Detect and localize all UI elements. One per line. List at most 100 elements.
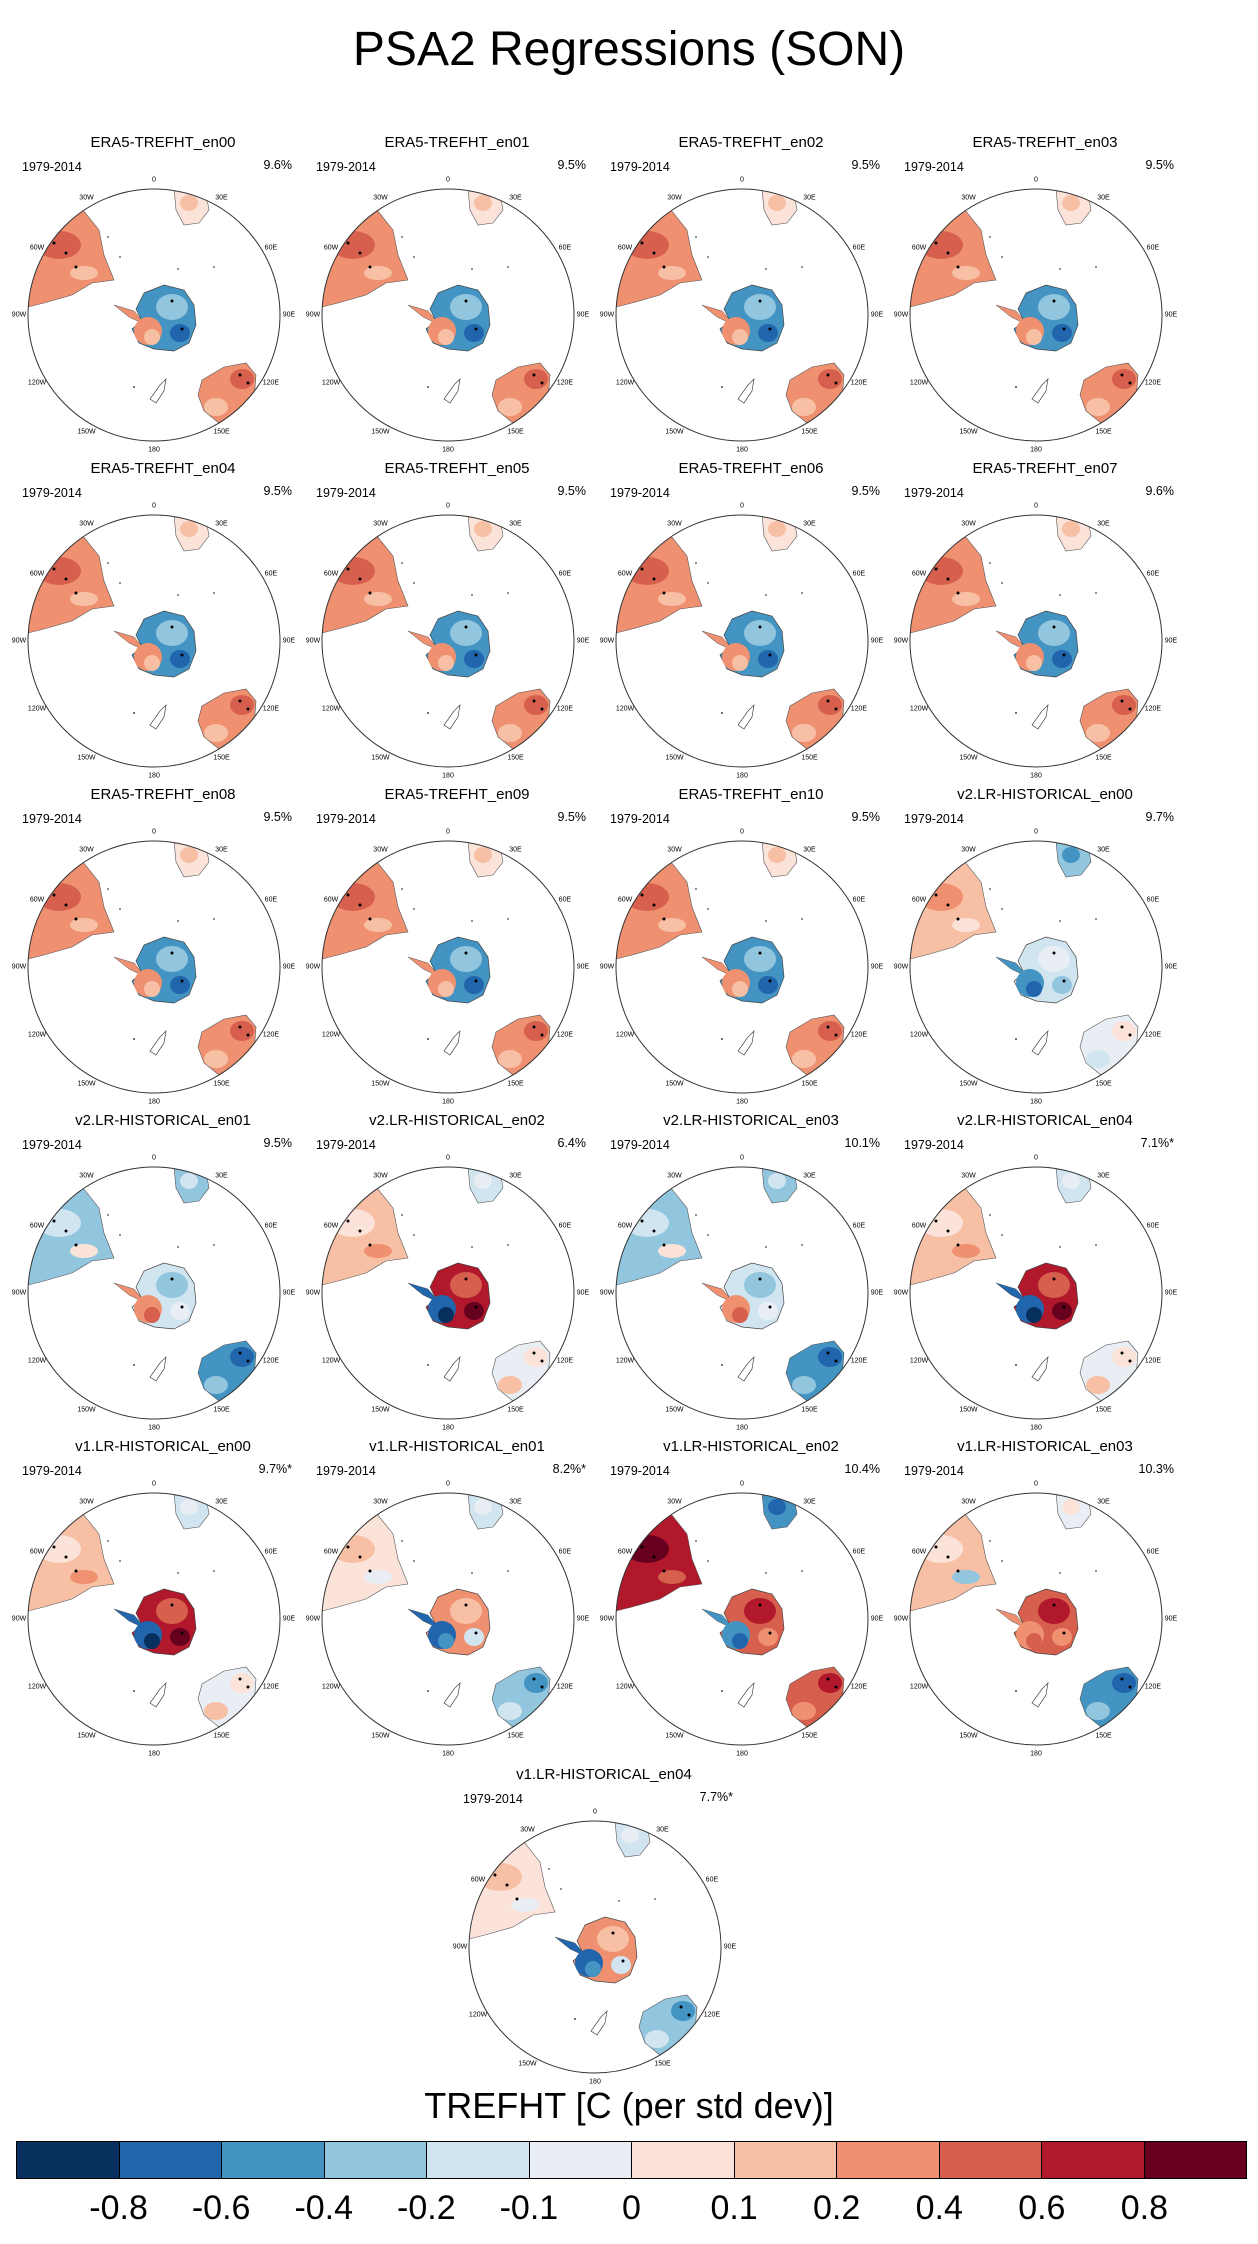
anomaly-patch bbox=[204, 1376, 228, 1394]
map-boundary bbox=[321, 1166, 575, 1420]
anomaly-patch bbox=[230, 1347, 254, 1367]
longitude-label: 90W bbox=[893, 963, 909, 971]
longitude-label: 150W bbox=[665, 754, 684, 762]
longitude-label: 120E bbox=[262, 1357, 280, 1364]
colorbar-box bbox=[837, 2142, 940, 2178]
map-panel: ERA5-TREFHT_en00 1979-2014 9.6% 0 30E 60E 90E 1… bbox=[12, 134, 310, 454]
longitude-label: 60W bbox=[323, 1222, 339, 1229]
island-marker bbox=[1095, 918, 1097, 920]
colorbar-tick-label: 0 bbox=[622, 2189, 641, 2227]
island-marker bbox=[1015, 1690, 1017, 1692]
anomaly-patch bbox=[156, 294, 188, 320]
longitude-label: 30E bbox=[509, 846, 522, 854]
longitude-label: 90W bbox=[893, 311, 909, 319]
anomaly-patch bbox=[1026, 329, 1042, 345]
colorbar-box bbox=[119, 2142, 222, 2178]
island-marker bbox=[107, 562, 109, 564]
anomaly-patch bbox=[438, 1307, 454, 1323]
anomaly-patch bbox=[1086, 398, 1110, 416]
longitude-label: 150E bbox=[507, 1732, 524, 1740]
anomaly-patch bbox=[645, 2030, 669, 2048]
anomaly-patch bbox=[1086, 1702, 1110, 1720]
longitude-label: 90W bbox=[305, 637, 321, 645]
longitude-label: 120E bbox=[262, 705, 280, 712]
longitude-label: 30E bbox=[1097, 194, 1110, 202]
anomaly-patch bbox=[498, 1702, 522, 1720]
island-marker bbox=[401, 888, 403, 890]
significance-dot bbox=[170, 1277, 174, 1281]
longitude-label: 0 bbox=[1034, 1480, 1038, 1488]
longitude-label: 60W bbox=[323, 1548, 339, 1555]
anomaly-patch bbox=[474, 847, 492, 863]
anomaly-patch bbox=[204, 724, 228, 742]
anomaly-patch bbox=[1062, 521, 1080, 537]
anomaly-patch bbox=[464, 1628, 484, 1646]
island-marker bbox=[413, 908, 415, 910]
anomaly-patch bbox=[70, 918, 98, 932]
significance-dot bbox=[474, 1305, 478, 1309]
island-marker bbox=[801, 266, 803, 268]
longitude-label: 120W bbox=[321, 379, 341, 386]
anomaly-patch bbox=[70, 1244, 98, 1258]
island-marker bbox=[177, 268, 179, 270]
polar-map bbox=[27, 840, 281, 1094]
significance-dot bbox=[621, 1959, 625, 1963]
significance-dot bbox=[1120, 373, 1124, 377]
longitude-label: 0 bbox=[446, 1480, 450, 1488]
longitude-label: 60W bbox=[911, 570, 927, 577]
colorbar-tick-label: -0.2 bbox=[397, 2189, 456, 2227]
longitude-label: 60E bbox=[264, 1548, 278, 1555]
longitude-label: 60W bbox=[323, 570, 339, 577]
island-marker bbox=[471, 1246, 473, 1248]
anomaly-patch bbox=[818, 1021, 842, 1041]
polar-map bbox=[615, 188, 869, 442]
longitude-label: 150E bbox=[801, 754, 818, 762]
longitude-label: 150E bbox=[213, 1406, 230, 1414]
map-boundary bbox=[615, 1492, 869, 1746]
anomaly-patch bbox=[1052, 976, 1072, 994]
longitude-label: 120W bbox=[615, 1031, 635, 1038]
longitude-label: 60E bbox=[852, 896, 866, 903]
island-marker bbox=[1059, 1572, 1061, 1574]
colorbar-tick-label: -0.1 bbox=[499, 2189, 559, 2227]
island-marker bbox=[133, 1690, 135, 1692]
anomaly-patch bbox=[732, 1307, 748, 1323]
longitude-label: 60E bbox=[852, 244, 866, 251]
island-marker bbox=[1001, 1234, 1003, 1236]
longitude-label: 180 bbox=[442, 1424, 454, 1432]
panel-period: 1979-2014 bbox=[904, 812, 964, 826]
longitude-label: 150E bbox=[1095, 754, 1112, 762]
longitude-label: 120W bbox=[321, 1357, 341, 1364]
significance-dot bbox=[1128, 707, 1132, 711]
significance-dot bbox=[834, 1033, 838, 1037]
significance-dot bbox=[540, 1685, 544, 1689]
significance-dot bbox=[246, 1033, 250, 1037]
panel-period: 1979-2014 bbox=[904, 160, 964, 174]
longitude-label: 60W bbox=[911, 244, 927, 251]
island-marker bbox=[471, 1572, 473, 1574]
anomaly-patch bbox=[744, 294, 776, 320]
longitude-label: 120E bbox=[850, 705, 868, 712]
island-marker bbox=[1001, 256, 1003, 258]
island-marker bbox=[707, 1560, 709, 1562]
anomaly-patch bbox=[450, 1598, 482, 1624]
longitude-label: 90E bbox=[870, 311, 884, 319]
island-marker bbox=[1059, 920, 1061, 922]
significance-dot bbox=[74, 591, 78, 595]
panel-title: v2.LR-HISTORICAL_en02 bbox=[369, 1112, 545, 1129]
significance-dot bbox=[368, 265, 372, 269]
anomaly-patch bbox=[818, 1673, 842, 1693]
significance-dot bbox=[74, 265, 78, 269]
significance-dot bbox=[956, 591, 960, 595]
island-marker bbox=[177, 920, 179, 922]
longitude-label: 120E bbox=[850, 379, 868, 386]
map-boundary bbox=[27, 840, 281, 1094]
longitude-label: 60E bbox=[558, 1222, 572, 1229]
island-marker bbox=[427, 1690, 429, 1692]
longitude-label: 90W bbox=[11, 1289, 27, 1297]
colorbar-title: TREFHT [C (per std dev)] bbox=[424, 2085, 834, 2126]
significance-dot bbox=[170, 951, 174, 955]
significance-dot bbox=[464, 625, 468, 629]
longitude-label: 90W bbox=[893, 1289, 909, 1297]
longitude-label: 30E bbox=[803, 1498, 816, 1506]
